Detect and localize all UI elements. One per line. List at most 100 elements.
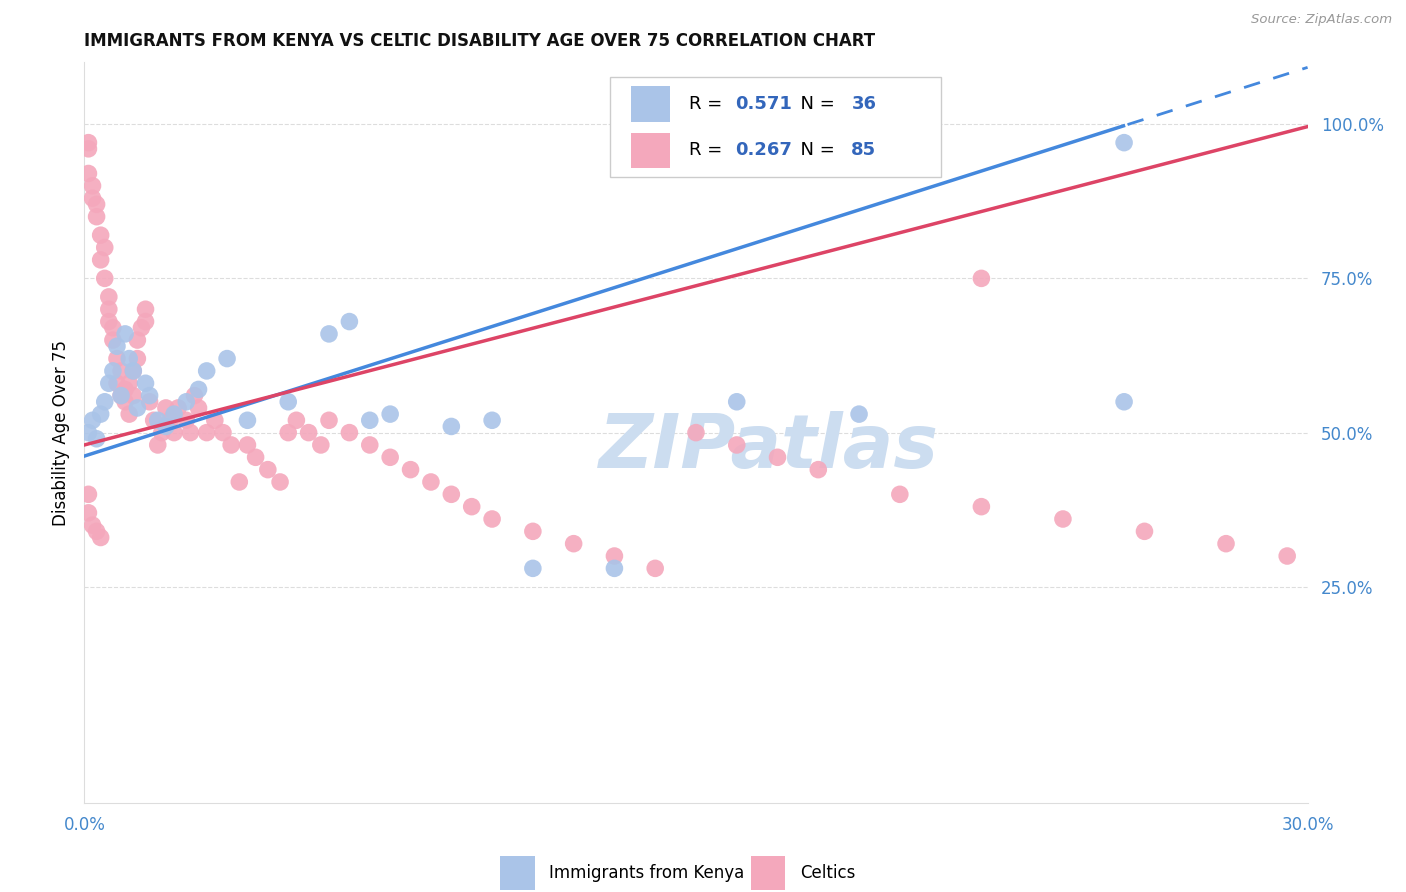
Point: [167, 401, 190, 415]
Point: [155, 419, 177, 434]
Point: [101, 364, 124, 378]
Point: [219, 438, 242, 452]
Point: [163, 407, 186, 421]
Point: [339, 315, 361, 329]
Point: [82, 518, 104, 533]
FancyBboxPatch shape: [751, 856, 786, 890]
Point: [522, 524, 544, 539]
Point: [101, 320, 124, 334]
Point: [277, 425, 299, 440]
Point: [77, 425, 100, 440]
Point: [380, 407, 402, 421]
Point: [257, 462, 280, 476]
Point: [481, 413, 503, 427]
Point: [86, 197, 108, 211]
Point: [481, 512, 503, 526]
Point: [138, 389, 160, 403]
Point: [122, 364, 145, 378]
Point: [77, 136, 100, 150]
Point: [77, 166, 100, 180]
Point: [82, 178, 104, 193]
Point: [644, 561, 666, 575]
Point: [110, 364, 132, 378]
Point: [118, 407, 141, 421]
Point: [138, 394, 160, 409]
Point: [114, 394, 136, 409]
Point: [970, 271, 993, 285]
Point: [97, 290, 120, 304]
Point: [228, 475, 250, 489]
Text: 85: 85: [851, 141, 876, 160]
Point: [131, 320, 153, 334]
Point: [105, 339, 128, 353]
Point: [90, 252, 112, 267]
Point: [97, 376, 120, 391]
Point: [1215, 536, 1237, 550]
Point: [1114, 136, 1136, 150]
Point: [339, 425, 361, 440]
Point: [318, 326, 340, 341]
Point: [122, 389, 145, 403]
Point: [212, 425, 235, 440]
Point: [1052, 512, 1074, 526]
Point: [603, 549, 626, 563]
Point: [420, 475, 443, 489]
Point: [195, 364, 218, 378]
Point: [77, 506, 100, 520]
Point: [93, 271, 115, 285]
Point: [359, 438, 381, 452]
Point: [93, 394, 115, 409]
Point: [848, 407, 870, 421]
Point: [603, 561, 626, 575]
Point: [725, 394, 748, 409]
Point: [245, 450, 267, 465]
Point: [187, 401, 209, 415]
Point: [105, 351, 128, 366]
Text: ZIPatlas: ZIPatlas: [599, 411, 939, 484]
Point: [522, 561, 544, 575]
Point: [807, 462, 830, 476]
Point: [82, 191, 104, 205]
Point: [105, 376, 128, 391]
Point: [1133, 524, 1156, 539]
Point: [97, 302, 120, 317]
FancyBboxPatch shape: [631, 133, 671, 168]
FancyBboxPatch shape: [610, 78, 941, 178]
Point: [90, 228, 112, 243]
Point: [114, 326, 136, 341]
Point: [135, 376, 157, 391]
Y-axis label: Disability Age Over 75: Disability Age Over 75: [52, 340, 70, 525]
Point: [236, 413, 259, 427]
Text: Source: ZipAtlas.com: Source: ZipAtlas.com: [1251, 13, 1392, 27]
Point: [77, 487, 100, 501]
Point: [204, 413, 226, 427]
Point: [146, 413, 169, 427]
Point: [110, 389, 132, 403]
Point: [86, 210, 108, 224]
Point: [298, 425, 321, 440]
Point: [970, 500, 993, 514]
Point: [135, 315, 157, 329]
Point: [359, 413, 381, 427]
Point: [562, 536, 585, 550]
Point: [127, 351, 149, 366]
Point: [1277, 549, 1299, 563]
Point: [685, 425, 707, 440]
Point: [90, 407, 112, 421]
Point: [461, 500, 484, 514]
Point: [86, 524, 108, 539]
Point: [277, 394, 299, 409]
Point: [440, 487, 463, 501]
Text: Celtics: Celtics: [800, 864, 855, 882]
Point: [187, 383, 209, 397]
Point: [174, 413, 197, 427]
Text: 36: 36: [851, 95, 876, 113]
Point: [77, 142, 100, 156]
Point: [269, 475, 291, 489]
Point: [86, 432, 108, 446]
Point: [135, 302, 157, 317]
Point: [725, 438, 748, 452]
Point: [150, 425, 173, 440]
Point: [101, 333, 124, 347]
Point: [82, 413, 104, 427]
